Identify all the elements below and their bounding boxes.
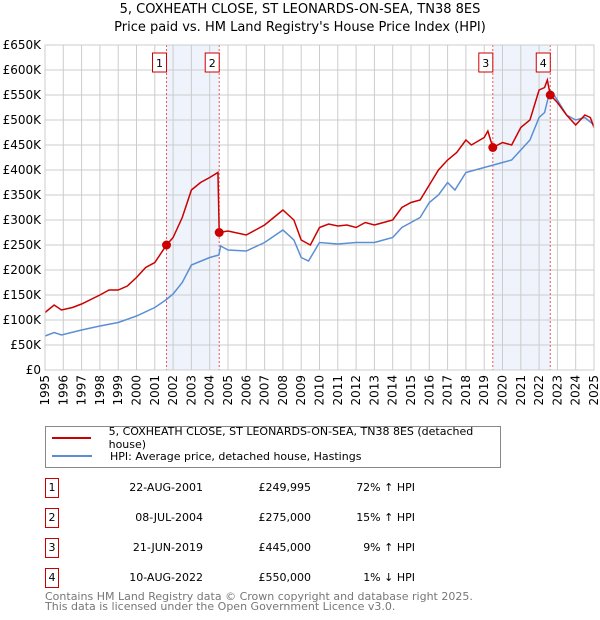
sale-price: £249,995 bbox=[258, 481, 312, 494]
sale-price: £550,000 bbox=[258, 571, 312, 584]
y-tick-label: £650K bbox=[3, 38, 43, 52]
x-tick-label: 2007 bbox=[258, 375, 272, 406]
red-line-swatch bbox=[52, 437, 91, 439]
sale-point bbox=[545, 90, 555, 100]
y-tick-label: £0 bbox=[26, 363, 41, 377]
legend-label: 5, COXHEATH CLOSE, ST LEONARDS-ON-SEA, T… bbox=[108, 425, 474, 451]
y-tick-label: £550K bbox=[3, 88, 43, 102]
x-tick-label: 2010 bbox=[313, 375, 327, 406]
sale-label-box bbox=[152, 52, 168, 73]
y-tick-label: £50K bbox=[10, 338, 42, 352]
x-tick-label: 2017 bbox=[441, 375, 455, 406]
x-tick-label: 2000 bbox=[130, 375, 144, 406]
sale-row: 4 10-AUG-2022 £550,000 1% ↓ HPI bbox=[45, 568, 445, 588]
chart-subtitle: Price paid vs. HM Land Registry's House … bbox=[114, 20, 486, 35]
sale-label: 3 bbox=[482, 57, 489, 70]
x-tick-label: 2025 bbox=[587, 375, 600, 406]
x-tick-label: 2019 bbox=[477, 375, 491, 406]
sale-hpi-diff: 9% ↑ HPI bbox=[363, 541, 415, 554]
x-tick-label: 1997 bbox=[75, 375, 89, 406]
x-tick-label: 2001 bbox=[148, 375, 162, 406]
y-tick-label: £500K bbox=[3, 113, 43, 127]
legend-item-property: 5, COXHEATH CLOSE, ST LEONARDS-ON-SEA, T… bbox=[46, 425, 500, 451]
x-tick-label: 1995 bbox=[38, 375, 52, 406]
x-tick-label: 1999 bbox=[111, 375, 125, 406]
sale-number-badge: 2 bbox=[45, 508, 59, 528]
x-tick-label: 2011 bbox=[331, 375, 345, 406]
sale-date: 08-JUL-2004 bbox=[135, 511, 203, 524]
sale-row: 3 21-JUN-2019 £445,000 9% ↑ HPI bbox=[45, 538, 445, 558]
sale-row: 2 08-JUL-2004 £275,000 15% ↑ HPI bbox=[45, 508, 445, 528]
sale-label-box bbox=[478, 52, 494, 73]
sale-label: 4 bbox=[540, 57, 547, 70]
legend-label: HPI: Average price, detached house, Hast… bbox=[110, 449, 362, 463]
footer-line-2: This data is licensed under the Open Gov… bbox=[45, 600, 396, 613]
x-tick-label: 2008 bbox=[276, 375, 290, 406]
y-tick-label: £400K bbox=[3, 163, 43, 177]
x-tick-label: 2005 bbox=[221, 375, 235, 406]
sale-date: 10-AUG-2022 bbox=[129, 571, 203, 584]
sale-hpi-diff: 72% ↑ HPI bbox=[356, 481, 415, 494]
sale-label-box bbox=[204, 52, 220, 73]
y-tick-label: £450K bbox=[3, 138, 43, 152]
x-tick-label: 1998 bbox=[93, 375, 107, 406]
sale-price: £445,000 bbox=[258, 541, 312, 554]
x-tick-label: 2021 bbox=[514, 375, 528, 406]
sale-hpi-diff: 15% ↑ HPI bbox=[356, 511, 415, 524]
y-tick-label: £250K bbox=[3, 238, 43, 252]
sale-number-badge: 4 bbox=[45, 568, 59, 588]
sale-date: 22-AUG-2001 bbox=[129, 481, 203, 494]
sale-row: 1 22-AUG-2001 £249,995 72% ↑ HPI bbox=[45, 478, 445, 498]
legend-item-hpi: HPI: Average price, detached house, Hast… bbox=[46, 448, 361, 464]
sale-number-badge: 3 bbox=[45, 538, 59, 558]
series-line bbox=[44, 88, 595, 337]
sale-point bbox=[488, 143, 498, 152]
y-tick-label: £150K bbox=[3, 288, 43, 302]
x-tick-label: 2015 bbox=[404, 375, 418, 406]
x-tick-label: 2013 bbox=[367, 375, 381, 406]
x-tick-label: 2009 bbox=[294, 375, 308, 406]
x-tick-label: 2012 bbox=[349, 375, 363, 406]
chart-title: 5, COXHEATH CLOSE, ST LEONARDS-ON-SEA, T… bbox=[119, 2, 481, 17]
x-tick-label: 1996 bbox=[56, 375, 70, 406]
chart-area: £0 £50K £100K £150K £200K £250K £300K £350K £400… bbox=[3, 38, 600, 406]
footer-line-1: Contains HM Land Registry data © Crown c… bbox=[45, 590, 473, 603]
y-tick-label: £200K bbox=[3, 263, 43, 277]
x-tick-label: 2002 bbox=[166, 375, 180, 406]
sale-label: 2 bbox=[209, 57, 216, 70]
plot-border bbox=[44, 44, 595, 371]
x-tick-label: 2018 bbox=[459, 375, 473, 406]
sale-hpi-diff: 1% ↓ HPI bbox=[363, 571, 415, 584]
x-tick-label: 2006 bbox=[239, 375, 253, 406]
y-tick-label: £600K bbox=[3, 63, 43, 77]
sale-price: £275,000 bbox=[258, 511, 312, 524]
legend: 5, COXHEATH CLOSE, ST LEONARDS-ON-SEA, T… bbox=[45, 425, 501, 468]
shaded-period bbox=[166, 45, 220, 370]
y-tick-label: £300K bbox=[3, 213, 43, 227]
shaded-period bbox=[492, 45, 551, 370]
sale-point bbox=[214, 228, 224, 237]
y-tick-label: £350K bbox=[3, 188, 43, 202]
x-tick-label: 2022 bbox=[532, 375, 546, 406]
series-line bbox=[44, 77, 595, 314]
x-tick-label: 2024 bbox=[569, 375, 583, 406]
blue-line-swatch bbox=[52, 455, 92, 457]
sale-number-badge: 1 bbox=[45, 478, 59, 498]
x-tick-label: 2003 bbox=[184, 375, 198, 406]
y-tick-label: £100K bbox=[3, 313, 43, 327]
x-tick-label: 2023 bbox=[550, 375, 564, 406]
x-tick-label: 2020 bbox=[496, 375, 510, 406]
sale-label-box bbox=[535, 52, 551, 73]
x-tick-label: 2004 bbox=[203, 375, 217, 406]
sale-point bbox=[162, 240, 172, 250]
x-tick-label: 2014 bbox=[386, 375, 400, 406]
sale-label: 1 bbox=[156, 57, 163, 70]
sale-date: 21-JUN-2019 bbox=[132, 541, 203, 554]
x-tick-label: 2016 bbox=[422, 375, 436, 406]
